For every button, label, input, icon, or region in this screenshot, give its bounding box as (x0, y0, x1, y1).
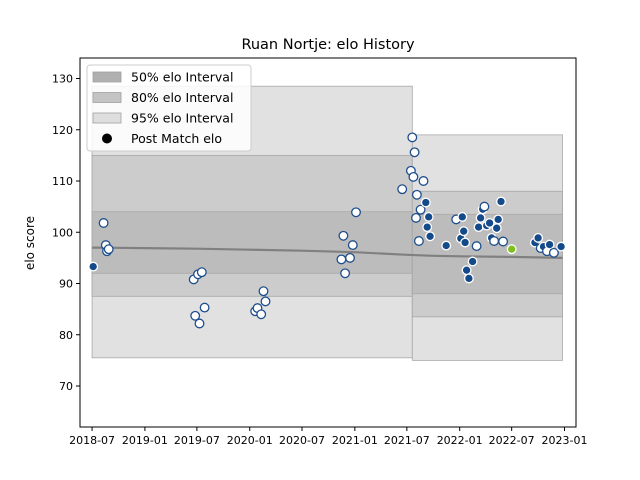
y-axis-ticks: 70 80 90 100 110 120 130 (52, 73, 80, 393)
post-match-elo-point (340, 268, 351, 279)
post-match-elo-point (256, 309, 267, 320)
post-match-elo-point (473, 222, 484, 233)
post-match-elo-point (196, 267, 207, 278)
chart-title: Ruan Nortje: elo History (241, 37, 415, 53)
post-match-elo-point (423, 211, 434, 222)
y-tick-label: 130 (52, 73, 73, 86)
post-match-elo-point (98, 218, 109, 228)
post-match-elo-point (336, 254, 347, 265)
post-match-elo-point (479, 201, 490, 212)
x-tick-label: 2018-07 (69, 434, 115, 447)
post-match-elo-point (471, 241, 482, 252)
x-axis-ticks: 2018-07 2019-01 2019-07 2020-01 2020-07 2021-… (69, 427, 587, 447)
post-match-elo-point (463, 273, 474, 284)
post-match-elo-point (461, 265, 472, 276)
post-match-elo-point (420, 197, 431, 208)
post-match-elo-point (199, 302, 210, 313)
x-tick-label: 2022-01 (437, 434, 483, 447)
post-match-elo-point (338, 230, 349, 241)
post-match-elo-point (407, 132, 418, 143)
x-tick-label: 2021-07 (384, 434, 430, 447)
legend-box (86, 64, 252, 152)
y-tick-label: 110 (52, 175, 73, 188)
post-match-elo-point (506, 244, 517, 255)
y-tick-label: 80 (59, 329, 73, 342)
post-match-elo-point (411, 212, 421, 223)
post-match-elo-point (411, 189, 422, 200)
post-match-elo-point (544, 239, 555, 250)
post-match-elo-point (397, 184, 408, 195)
post-match-elo-point (351, 207, 361, 218)
legend-swatch (92, 112, 122, 124)
x-tick-label: 2019-07 (174, 434, 220, 447)
post-match-elo-point (418, 176, 429, 186)
post-match-elo-point (498, 236, 509, 247)
elo-interval-50-segment-2 (411, 213, 563, 295)
x-tick-label: 2022-07 (489, 434, 535, 447)
post-match-elo-point (458, 226, 469, 237)
legend-marker (102, 133, 112, 144)
y-tick-label: 70 (59, 380, 73, 393)
mean-elo-polyline (92, 246, 563, 259)
plot-frame (79, 57, 577, 428)
post-match-elo-point (484, 218, 495, 228)
x-tick-label: 2020-07 (279, 434, 325, 447)
legend-swatch (92, 92, 122, 103)
x-tick-label: 2023-01 (542, 434, 588, 447)
x-tick-label: 2020-01 (227, 434, 273, 447)
post-match-elo-point (491, 223, 502, 234)
post-match-elo-point (556, 241, 567, 252)
post-match-elo-point (425, 231, 436, 242)
post-match-elo-point (194, 318, 205, 329)
x-tick-label: 2019-01 (122, 434, 168, 447)
post-match-elo-point (347, 240, 358, 251)
post-match-elo-point (493, 214, 504, 225)
post-match-elo-point (467, 256, 478, 267)
legend-swatch (92, 71, 122, 83)
post-match-elo-point (496, 196, 506, 207)
y-axis-label: elo score (23, 216, 37, 270)
post-match-elo-point (260, 296, 271, 307)
legend-label: 80% elo Interval (131, 90, 233, 105)
post-match-elo-point (533, 232, 544, 243)
y-tick-label: 120 (52, 124, 73, 137)
post-match-elo-point (441, 240, 452, 251)
post-match-elo-point (345, 252, 355, 263)
mean-elo-line (92, 246, 563, 259)
post-match-elo-point (489, 236, 500, 246)
post-match-elo-point (190, 310, 201, 321)
post-match-elo-point (409, 147, 420, 158)
post-match-elo-point (457, 211, 468, 222)
y-tick-label: 100 (52, 226, 73, 239)
legend-label: 95% elo Interval (131, 111, 233, 126)
post-match-elo-point (460, 237, 471, 248)
elo-interval-50-segment-1 (91, 211, 413, 274)
post-match-elo-point (475, 212, 486, 223)
x-tick-label: 2021-01 (332, 434, 378, 447)
legend-label: Post Match elo (131, 131, 222, 146)
post-match-elo-point (258, 286, 269, 297)
y-tick-label: 90 (59, 278, 73, 291)
post-match-points (88, 132, 567, 329)
post-match-elo-point (88, 261, 99, 272)
legend-label: 50% elo Interval (131, 70, 233, 85)
post-match-elo-point (408, 171, 419, 182)
post-match-elo-point (422, 222, 433, 233)
post-match-elo-point (413, 236, 424, 246)
legend: 50% elo Interval 80% elo Interval 95% elo … (86, 64, 252, 152)
post-match-elo-point (103, 244, 114, 255)
post-match-elo-point (548, 247, 559, 258)
interval-bands (91, 85, 563, 361)
post-match-elo-point (415, 204, 426, 215)
